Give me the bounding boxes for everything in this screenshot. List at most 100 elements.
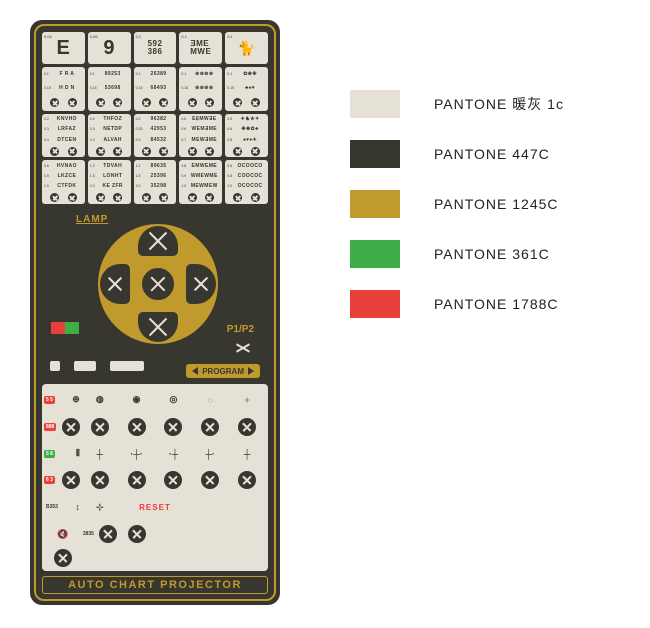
- chart-row: 0.8EMWEME: [179, 160, 222, 170]
- lower-cell-4-1: ⊹: [83, 495, 117, 519]
- chart-select-button[interactable]: [251, 147, 260, 156]
- chart-row-lead: 0.15: [136, 86, 143, 90]
- chart-row: 0.8COOCOC: [225, 171, 268, 181]
- chart-select-button[interactable]: [113, 147, 122, 156]
- chart-select-button[interactable]: [50, 147, 59, 156]
- lower-cell-3-1: [83, 469, 117, 493]
- function-button[interactable]: [128, 525, 146, 543]
- swatch-label: PANTONE 暖灰 1c: [434, 94, 564, 114]
- chart-row-lead: 0.3: [90, 127, 97, 131]
- chart-select-button[interactable]: [251, 193, 260, 202]
- chart-row-text: 53698: [97, 85, 129, 91]
- lower-cell-4-4: [230, 495, 264, 519]
- function-button[interactable]: [201, 471, 219, 489]
- chart-row-text: 68493: [143, 85, 175, 91]
- slot-2: [74, 361, 96, 371]
- chart-row-lead: 0.1: [44, 72, 51, 76]
- chart-select-button[interactable]: [233, 193, 242, 202]
- program-next-icon: [248, 367, 254, 375]
- chart-select-button[interactable]: [233, 98, 242, 107]
- swatch: [350, 140, 400, 168]
- chart-row: 0.5EⴹMWƎE: [179, 114, 222, 124]
- chart-select-button[interactable]: [159, 193, 168, 202]
- function-button[interactable]: [164, 418, 182, 436]
- dpad-center[interactable]: [140, 266, 176, 302]
- slot-3: [110, 361, 144, 371]
- chart-select-button[interactable]: [159, 98, 168, 107]
- chart-select-button[interactable]: [188, 193, 197, 202]
- chart-button-row: [134, 192, 177, 204]
- chart-select-button[interactable]: [142, 98, 151, 107]
- function-button[interactable]: [128, 418, 146, 436]
- chart-select-button[interactable]: [68, 193, 77, 202]
- function-button[interactable]: [91, 418, 109, 436]
- chart-select-button[interactable]: [113, 193, 122, 202]
- function-glyph: ◉: [133, 394, 141, 405]
- chart-row-text: ♠♥♦✈: [234, 137, 266, 143]
- chart-select-button[interactable]: [188, 147, 197, 156]
- legend-row-3: PANTONE 361C: [350, 240, 564, 268]
- chart-select-button[interactable]: [205, 193, 214, 202]
- chart-row-text: LRFAZ: [51, 126, 83, 132]
- function-button[interactable]: [164, 471, 182, 489]
- function-button[interactable]: [99, 525, 117, 543]
- lower-cell-4-5: 🔇: [46, 522, 80, 546]
- chart-row-text: 89635: [143, 163, 175, 169]
- chart-select-button[interactable]: [50, 98, 59, 107]
- chart-row-text: F R A: [51, 71, 83, 77]
- function-button[interactable]: [54, 549, 72, 567]
- chart-select-button[interactable]: [96, 98, 105, 107]
- chart-select-button[interactable]: [68, 98, 77, 107]
- chart-select-button[interactable]: [233, 147, 242, 156]
- function-button[interactable]: [201, 418, 219, 436]
- chart-select-button[interactable]: [113, 98, 122, 107]
- chart-row-text: 25396: [143, 173, 175, 179]
- chart-row-text: OCOCOC: [234, 183, 266, 189]
- chart-select-button[interactable]: [142, 147, 151, 156]
- chart-header-0: 0.04E: [42, 32, 85, 64]
- function-button[interactable]: [91, 471, 109, 489]
- function-button[interactable]: [62, 418, 80, 436]
- chart-row-lead: 2.0: [136, 184, 143, 188]
- lower-cell-1-0: 888: [46, 415, 80, 439]
- program-bar[interactable]: PROGRAM: [186, 364, 260, 378]
- chart-row-lead: 1.2: [90, 164, 97, 168]
- chart-row: 0.189253: [88, 67, 131, 81]
- chart-row: 0.2KNVHO: [42, 114, 85, 124]
- function-button[interactable]: [238, 418, 256, 436]
- chart-row: 0.296382: [134, 114, 177, 124]
- function-button[interactable]: [128, 471, 146, 489]
- chart-row-text: 35298: [143, 183, 175, 189]
- chart-row-lead: 0.2: [136, 117, 143, 121]
- chart-select-button[interactable]: [68, 147, 77, 156]
- legend-row-4: PANTONE 1788C: [350, 290, 564, 318]
- chart-select-button[interactable]: [50, 193, 59, 202]
- chart-select-button[interactable]: [96, 147, 105, 156]
- chart-select-button[interactable]: [205, 98, 214, 107]
- chart-row-lead: 0.15: [181, 86, 188, 90]
- chart-panel-0-1: 0.2KNVHO0.3LRFAZ0.4DTCEN: [42, 114, 85, 158]
- slot-1: [50, 361, 60, 371]
- chart-row-text: LKZCE: [51, 173, 83, 179]
- function-button[interactable]: [238, 471, 256, 489]
- chart-button-row: [225, 192, 268, 204]
- chart-select-button[interactable]: [251, 98, 260, 107]
- chart-panel-grid: 0.04E0.1F R A0.15H D N0.2KNVHO0.3LRFAZ0.…: [42, 32, 268, 204]
- lower-cell-1-2: [120, 415, 154, 439]
- chart-row-text: CTFDK: [51, 183, 83, 189]
- function-glyph: ┼·: [206, 449, 215, 459]
- chart-select-button[interactable]: [205, 147, 214, 156]
- chart-row-text: DTCEN: [51, 137, 83, 143]
- chart-select-button[interactable]: [142, 193, 151, 202]
- chart-row-lead: 0.6: [44, 164, 51, 168]
- lower-grid: ⊕5 5◍◉◎◌+888⦀5 8┼·┼··┼┼·┼6 3↕B353⊹RESET🔇…: [46, 388, 264, 567]
- lower-cell-4-2: RESET: [120, 495, 191, 519]
- function-button[interactable]: [62, 471, 80, 489]
- chart-select-button[interactable]: [159, 147, 168, 156]
- chart-row: 0.126389: [134, 67, 177, 81]
- chart-select-button[interactable]: [188, 98, 197, 107]
- chart-row-lead: 0.2: [44, 117, 51, 121]
- side-badge: 6 3: [44, 476, 55, 484]
- chart-select-button[interactable]: [96, 193, 105, 202]
- p1p2-button[interactable]: [226, 338, 260, 358]
